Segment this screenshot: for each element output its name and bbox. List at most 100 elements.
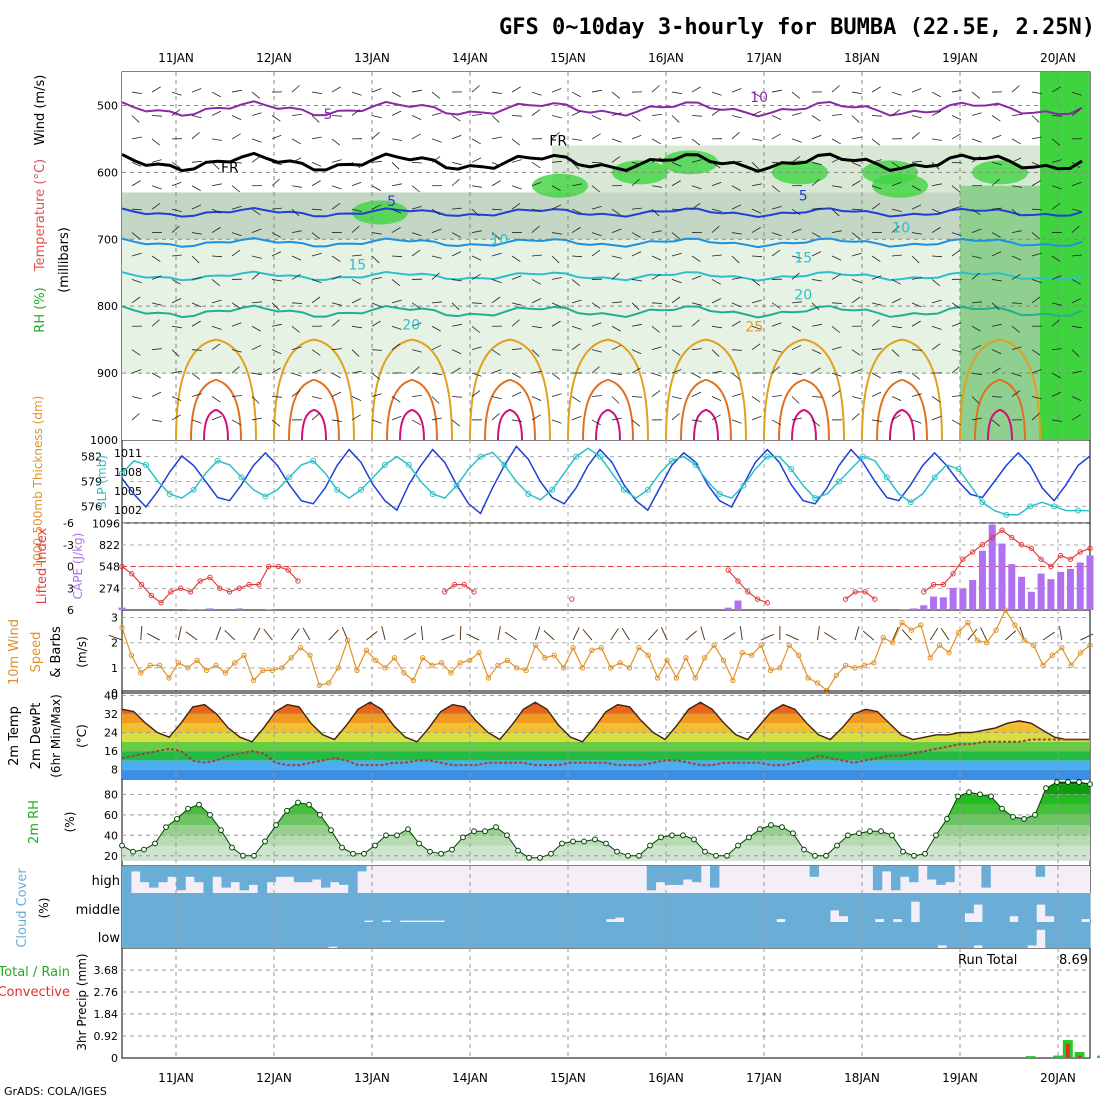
ua-barb bbox=[871, 302, 882, 306]
contour-label: FR bbox=[221, 160, 239, 176]
ua-barb bbox=[391, 279, 401, 287]
wind-speed-point bbox=[880, 634, 886, 641]
precip-conv-bar bbox=[1077, 1055, 1082, 1058]
ua-barb bbox=[371, 255, 380, 264]
cloud-cell-middle bbox=[399, 893, 410, 921]
cloud-cell-middle bbox=[731, 893, 741, 922]
ua-barb bbox=[171, 298, 182, 304]
cloud-cell-middle bbox=[982, 893, 992, 922]
ua-barb bbox=[631, 367, 641, 374]
ua-barb bbox=[271, 134, 282, 140]
ua-barb bbox=[991, 178, 1000, 187]
precip-ylabel: 3hr Precip (mm) bbox=[75, 953, 89, 1050]
t-tick: 8 bbox=[111, 764, 118, 777]
rh-point bbox=[900, 848, 906, 855]
wind-barb bbox=[824, 632, 837, 641]
wind-speed-point bbox=[908, 627, 915, 633]
t-ylabel-0: 2m Temp bbox=[7, 706, 22, 766]
ua-barb bbox=[651, 255, 662, 261]
rh-point bbox=[746, 834, 752, 841]
rh-blob-2 bbox=[772, 160, 828, 185]
wind-barb bbox=[967, 628, 978, 641]
cloud-cell-middle bbox=[507, 893, 517, 922]
ua-barb bbox=[631, 251, 642, 257]
ua-barb bbox=[451, 178, 460, 187]
ua-barb bbox=[351, 208, 362, 212]
ua-barb bbox=[291, 255, 302, 261]
li-point bbox=[1009, 534, 1015, 541]
cloud-cell-middle bbox=[220, 893, 230, 922]
thickness-point bbox=[525, 490, 532, 497]
cloud-ylabel-unit: (%) bbox=[37, 898, 51, 919]
rh-point bbox=[636, 852, 642, 859]
cloud-cell-low bbox=[946, 922, 956, 948]
ua-barb bbox=[411, 115, 422, 120]
cape-bar bbox=[1037, 573, 1045, 610]
cloud-cell-low bbox=[148, 922, 159, 948]
ua-barb bbox=[711, 109, 721, 116]
ua-barb bbox=[831, 185, 842, 188]
rh-point bbox=[449, 846, 455, 853]
thickness-point bbox=[405, 461, 412, 468]
ua-barb bbox=[1011, 255, 1022, 261]
rh-point bbox=[680, 832, 686, 839]
wind-speed-point bbox=[542, 655, 548, 661]
wind-speed-point bbox=[335, 665, 341, 671]
ua-barb bbox=[251, 396, 260, 404]
wind-barb bbox=[1042, 631, 1055, 641]
cloud-cell-low bbox=[821, 922, 831, 948]
ua-barb bbox=[591, 349, 602, 353]
ua-barb bbox=[971, 325, 981, 332]
ua-barb bbox=[191, 372, 201, 380]
ua-barb bbox=[931, 415, 942, 421]
ua-barb bbox=[651, 230, 662, 233]
ua-barb bbox=[911, 255, 920, 264]
contour-label: 15 bbox=[348, 257, 366, 273]
ua-barb bbox=[131, 180, 141, 187]
cloud-cell-low bbox=[677, 922, 688, 948]
ua-barb bbox=[971, 208, 981, 216]
wind-speed-point bbox=[636, 645, 642, 651]
cloud-cell-low bbox=[355, 922, 365, 948]
ua-ylabel-rh: RH (%) bbox=[33, 287, 48, 332]
thickness-point bbox=[549, 486, 556, 493]
cape-bar bbox=[734, 600, 742, 610]
cloud-cell-low bbox=[973, 922, 983, 946]
wind-barb bbox=[253, 627, 261, 641]
precip-label-conv: Convective bbox=[0, 985, 70, 1000]
wind-speed-point bbox=[382, 665, 388, 671]
ua-barb bbox=[771, 206, 782, 210]
ua-barb bbox=[711, 414, 721, 421]
rh-point bbox=[790, 830, 796, 837]
contour-35-lobe-1 bbox=[301, 408, 327, 441]
rh-moist-column bbox=[1040, 72, 1090, 440]
cloud-cell-low bbox=[1081, 922, 1091, 948]
ua-barb bbox=[491, 91, 502, 94]
thickness-point bbox=[812, 495, 819, 502]
cloud-cell-middle bbox=[659, 893, 670, 922]
ua-barb bbox=[311, 232, 321, 240]
ua-barb bbox=[1031, 115, 1040, 123]
ua-barb bbox=[811, 134, 822, 140]
ua-barb bbox=[211, 162, 220, 170]
ua-barb bbox=[391, 110, 402, 116]
cloud-cell-middle bbox=[480, 893, 490, 922]
wind-barb bbox=[660, 626, 668, 641]
contour-25-lobe-0 bbox=[175, 338, 257, 441]
ua-barb bbox=[671, 161, 682, 167]
bottom-date-16JAN: 16JAN bbox=[648, 1071, 684, 1085]
rh-point bbox=[284, 807, 290, 814]
ua-barb bbox=[211, 279, 221, 287]
cloud-cell-low bbox=[588, 922, 598, 948]
ua-barb bbox=[1051, 419, 1062, 422]
wind-barb bbox=[1058, 626, 1063, 641]
cloud-cell-low bbox=[265, 922, 275, 948]
ua-barb bbox=[371, 185, 381, 191]
cloud-cell-high bbox=[673, 866, 684, 885]
ua-barb bbox=[131, 296, 141, 304]
top-date-18JAN: 18JAN bbox=[844, 51, 880, 65]
ua-barb bbox=[571, 138, 582, 141]
cloud-cell-low bbox=[1045, 922, 1055, 948]
contour-25-lobe-5 bbox=[665, 338, 747, 441]
cloud-cell-middle bbox=[489, 893, 499, 922]
